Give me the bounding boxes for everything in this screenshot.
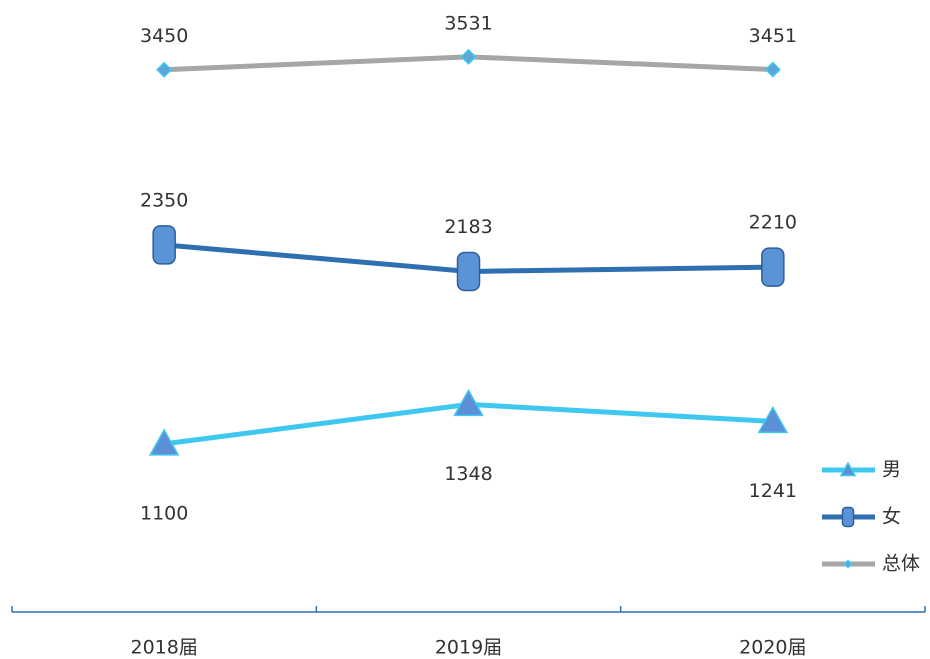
- data-label: 3450: [140, 25, 188, 47]
- marker: [841, 506, 855, 528]
- data-label: 1348: [444, 463, 492, 485]
- marker: [453, 388, 484, 417]
- marker: [152, 225, 176, 265]
- x-tick-label: 2019届: [435, 637, 502, 659]
- data-label: 2350: [140, 189, 188, 211]
- marker: [761, 247, 785, 287]
- x-tick-label: 2018届: [130, 637, 197, 659]
- marker: [456, 251, 481, 292]
- legend-label: 总体: [882, 553, 920, 575]
- x-tick-label: 2020届: [739, 637, 806, 659]
- marker: [843, 559, 853, 569]
- marker: [156, 61, 173, 78]
- data-label: 3531: [444, 12, 492, 34]
- data-label: 3451: [749, 25, 797, 47]
- marker: [757, 405, 789, 434]
- marker: [148, 428, 180, 456]
- marker: [839, 461, 857, 477]
- legend-label: 男: [882, 459, 901, 481]
- data-label: 2183: [444, 216, 492, 238]
- marker: [460, 48, 477, 65]
- marker: [764, 61, 781, 78]
- data-label: 1241: [749, 480, 797, 502]
- data-label: 1100: [140, 502, 188, 524]
- data-label: 2210: [749, 212, 797, 234]
- legend-label: 女: [882, 506, 901, 528]
